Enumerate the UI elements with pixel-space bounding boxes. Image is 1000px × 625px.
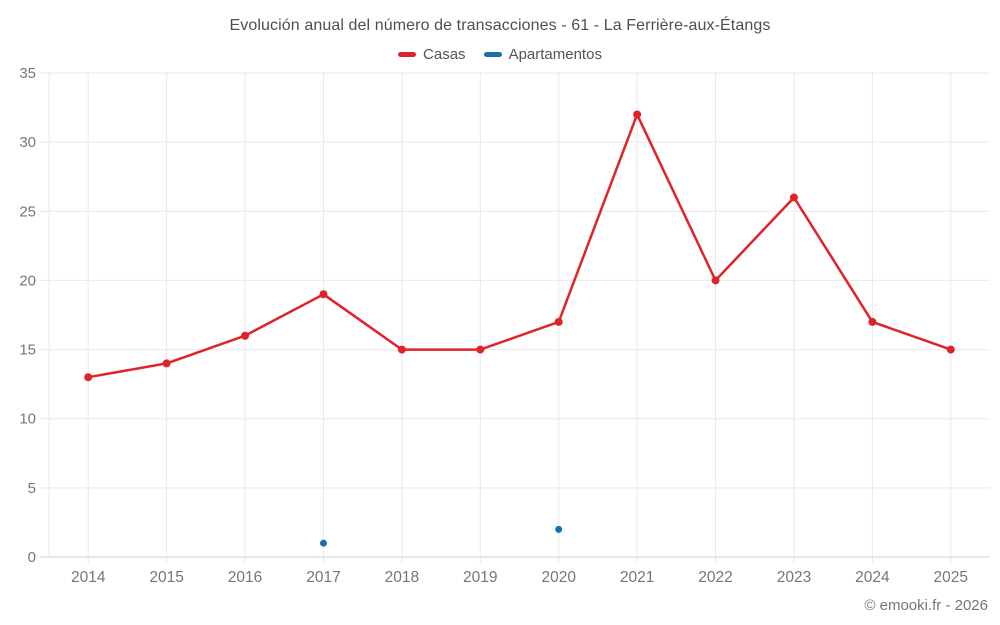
series-line-casas xyxy=(86,113,953,379)
footer-credit: © emooki.fr - 2026 xyxy=(864,597,988,614)
y-tick-label: 25 xyxy=(19,203,36,220)
legend-swatch-casas xyxy=(398,52,417,57)
x-tick-label: 2024 xyxy=(855,569,890,586)
data-point-apartamentos-2017 xyxy=(319,539,327,547)
x-tick-label: 2017 xyxy=(306,569,340,586)
y-tick-label: 15 xyxy=(19,342,36,359)
x-tick-label: 2018 xyxy=(385,569,419,586)
x-tick-label: 2019 xyxy=(463,569,497,586)
x-tick-label: 2025 xyxy=(934,569,968,586)
legend-label-casas: Casas xyxy=(423,46,466,63)
y-tick-label: 0 xyxy=(28,549,36,566)
x-tick-label: 2014 xyxy=(71,569,106,586)
y-tick-label: 10 xyxy=(19,411,36,428)
x-tick-label: 2015 xyxy=(149,569,183,586)
data-point-casas-2017 xyxy=(319,290,328,299)
legend-item-casas[interactable]: Casas xyxy=(398,46,466,63)
data-point-casas-2021 xyxy=(633,110,642,119)
data-point-casas-2014 xyxy=(84,373,93,382)
x-tick-label: 2022 xyxy=(698,569,732,586)
data-point-casas-2022 xyxy=(711,276,720,285)
y-tick-label: 20 xyxy=(19,272,36,289)
x-tick-label: 2021 xyxy=(620,569,654,586)
legend: Casas Apartamentos xyxy=(0,46,1000,63)
y-tick-label: 30 xyxy=(19,134,36,151)
y-tick-label: 35 xyxy=(19,65,36,82)
legend-item-apartamentos[interactable]: Apartamentos xyxy=(483,46,602,63)
chart-title: Evolución anual del número de transaccio… xyxy=(229,17,771,34)
data-point-casas-2020 xyxy=(554,317,563,326)
data-point-casas-2018 xyxy=(397,345,406,354)
x-tick-label: 2023 xyxy=(777,569,811,586)
data-point-casas-2016 xyxy=(241,331,250,340)
x-tick-label: 2020 xyxy=(541,569,576,586)
legend-swatch-apartamentos xyxy=(483,52,502,57)
data-point-casas-2019 xyxy=(476,345,485,354)
data-point-casas-2025 xyxy=(946,345,955,354)
x-tick-label: 2016 xyxy=(228,569,262,586)
y-tick-label: 5 xyxy=(28,480,36,497)
data-point-casas-2023 xyxy=(789,193,798,202)
legend-label-apartamentos: Apartamentos xyxy=(508,46,602,63)
data-point-casas-2024 xyxy=(868,317,877,326)
data-point-casas-2015 xyxy=(162,359,171,368)
data-point-apartamentos-2020 xyxy=(555,525,563,533)
